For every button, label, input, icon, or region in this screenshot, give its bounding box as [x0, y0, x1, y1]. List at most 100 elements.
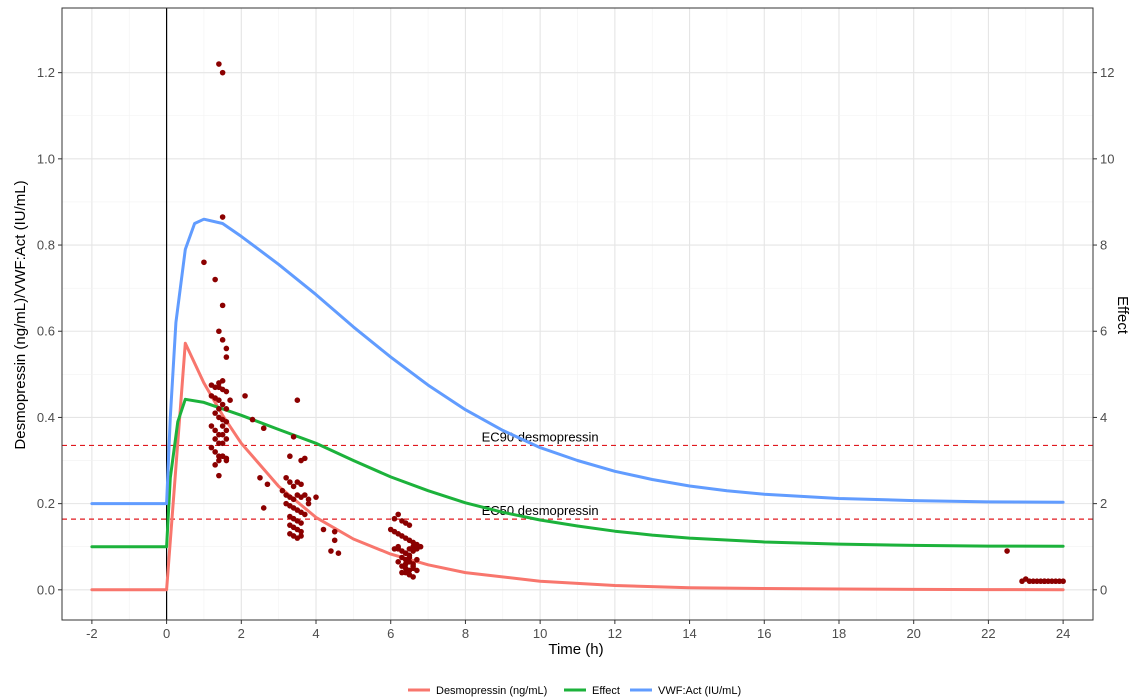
- y-right-tick-label: 10: [1100, 151, 1114, 166]
- x-tick-label: 2: [238, 626, 245, 641]
- x-tick-label: 8: [462, 626, 469, 641]
- observed-point: [410, 543, 416, 550]
- x-tick-label: 4: [312, 626, 319, 641]
- y-right-tick-label: 12: [1100, 65, 1114, 80]
- y-right-tick-label: 8: [1100, 238, 1107, 253]
- observed-point: [249, 416, 256, 423]
- observed-point: [395, 559, 401, 565]
- x-tick-label: 0: [163, 626, 170, 641]
- observed-point: [219, 378, 226, 384]
- observed-point: [1060, 578, 1066, 585]
- observed-point: [264, 481, 271, 488]
- observed-point: [212, 462, 218, 468]
- observed-point: [219, 423, 226, 429]
- observed-point: [208, 444, 215, 451]
- observed-point: [219, 214, 226, 220]
- observed-point: [290, 434, 297, 440]
- observed-point: [313, 494, 319, 500]
- axes: -2 0 2 4 6 8 10 12 14 16 18 20 22 240.00.20.40.60.81.…: [37, 65, 1115, 641]
- observed-points: [201, 61, 1066, 585]
- y-right-tick-label: 6: [1100, 324, 1107, 339]
- observed-point: [1004, 548, 1010, 554]
- observed-point: [216, 397, 222, 403]
- legend-label-effect: Effect: [592, 685, 620, 697]
- observed-point: [216, 472, 222, 479]
- observed-point: [287, 453, 293, 460]
- y-left-tick-label: 1.0: [37, 151, 55, 166]
- x-tick-label: 20: [906, 626, 920, 641]
- x-tick-label: 24: [1056, 626, 1070, 641]
- observed-point: [260, 425, 267, 432]
- observed-point: [223, 406, 230, 412]
- observed-point: [414, 567, 420, 574]
- y-left-tick-label: 0.4: [37, 410, 55, 425]
- observed-point: [279, 487, 286, 494]
- y-left-tick-label: 1.2: [37, 65, 55, 80]
- observed-point: [320, 526, 327, 533]
- observed-point: [257, 474, 263, 481]
- reference-line-label: EC90 desmopressin: [482, 429, 599, 444]
- observed-point: [331, 537, 338, 544]
- observed-point: [287, 479, 293, 485]
- x-tick-label: 14: [682, 626, 696, 641]
- observed-point: [414, 556, 420, 563]
- observed-point: [298, 533, 304, 539]
- y-left-tick-label: 0.0: [37, 582, 55, 597]
- observed-point: [298, 528, 304, 535]
- observed-point: [219, 337, 226, 343]
- observed-point: [391, 515, 398, 522]
- observed-point: [223, 418, 230, 425]
- observed-point: [395, 511, 401, 518]
- observed-point: [410, 563, 416, 569]
- observed-point: [305, 496, 312, 503]
- x-tick-label: -2: [86, 626, 98, 641]
- y-right-tick-label: 2: [1100, 496, 1107, 511]
- observed-point: [223, 388, 230, 395]
- observed-point: [216, 61, 222, 67]
- observed-point: [223, 427, 230, 434]
- y-left-tick-label: 0.8: [37, 238, 55, 253]
- observed-point: [402, 550, 409, 556]
- x-tick-label: 6: [387, 626, 394, 641]
- observed-point: [219, 431, 226, 438]
- observed-point: [201, 259, 207, 266]
- observed-point: [227, 397, 233, 403]
- observed-point: [223, 436, 230, 442]
- gridlines: [62, 8, 1093, 620]
- observed-point: [406, 554, 413, 561]
- observed-point: [395, 543, 401, 550]
- observed-point: [242, 393, 248, 399]
- legend: Desmopressin (ng/mL) Effect VWF:Act (IU/…: [408, 685, 741, 697]
- x-tick-label: 22: [981, 626, 995, 641]
- observed-point: [212, 427, 218, 434]
- observed-point: [219, 69, 226, 76]
- observed-point: [302, 492, 308, 498]
- x-tick-label: 16: [757, 626, 771, 641]
- y-right-tick-label: 0: [1100, 582, 1107, 597]
- vwf-act-curve: [90, 217, 1065, 506]
- x-tick-label: 18: [832, 626, 846, 641]
- observed-point: [260, 505, 267, 511]
- plot-frame: [61, 7, 1094, 621]
- observed-point: [305, 500, 312, 507]
- observed-point: [302, 511, 308, 518]
- y-axis-right-title: Effect: [1114, 296, 1131, 335]
- observed-point: [223, 354, 230, 360]
- observed-point: [298, 481, 304, 488]
- observed-point: [328, 548, 334, 554]
- observed-point: [410, 574, 416, 580]
- x-axis-title: Time (h): [548, 641, 603, 658]
- observed-point: [298, 520, 304, 526]
- observed-point: [212, 436, 218, 442]
- observed-point: [223, 345, 230, 352]
- observed-point: [219, 302, 226, 309]
- x-tick-label: 12: [608, 626, 622, 641]
- observed-point: [406, 522, 413, 528]
- observed-point: [208, 423, 215, 429]
- observed-point: [212, 276, 218, 283]
- observed-point: [402, 569, 409, 576]
- x-tick-label: 10: [533, 626, 547, 641]
- legend-label-desmopressin: Desmopressin (ng/mL): [436, 685, 547, 697]
- observed-point: [219, 440, 226, 447]
